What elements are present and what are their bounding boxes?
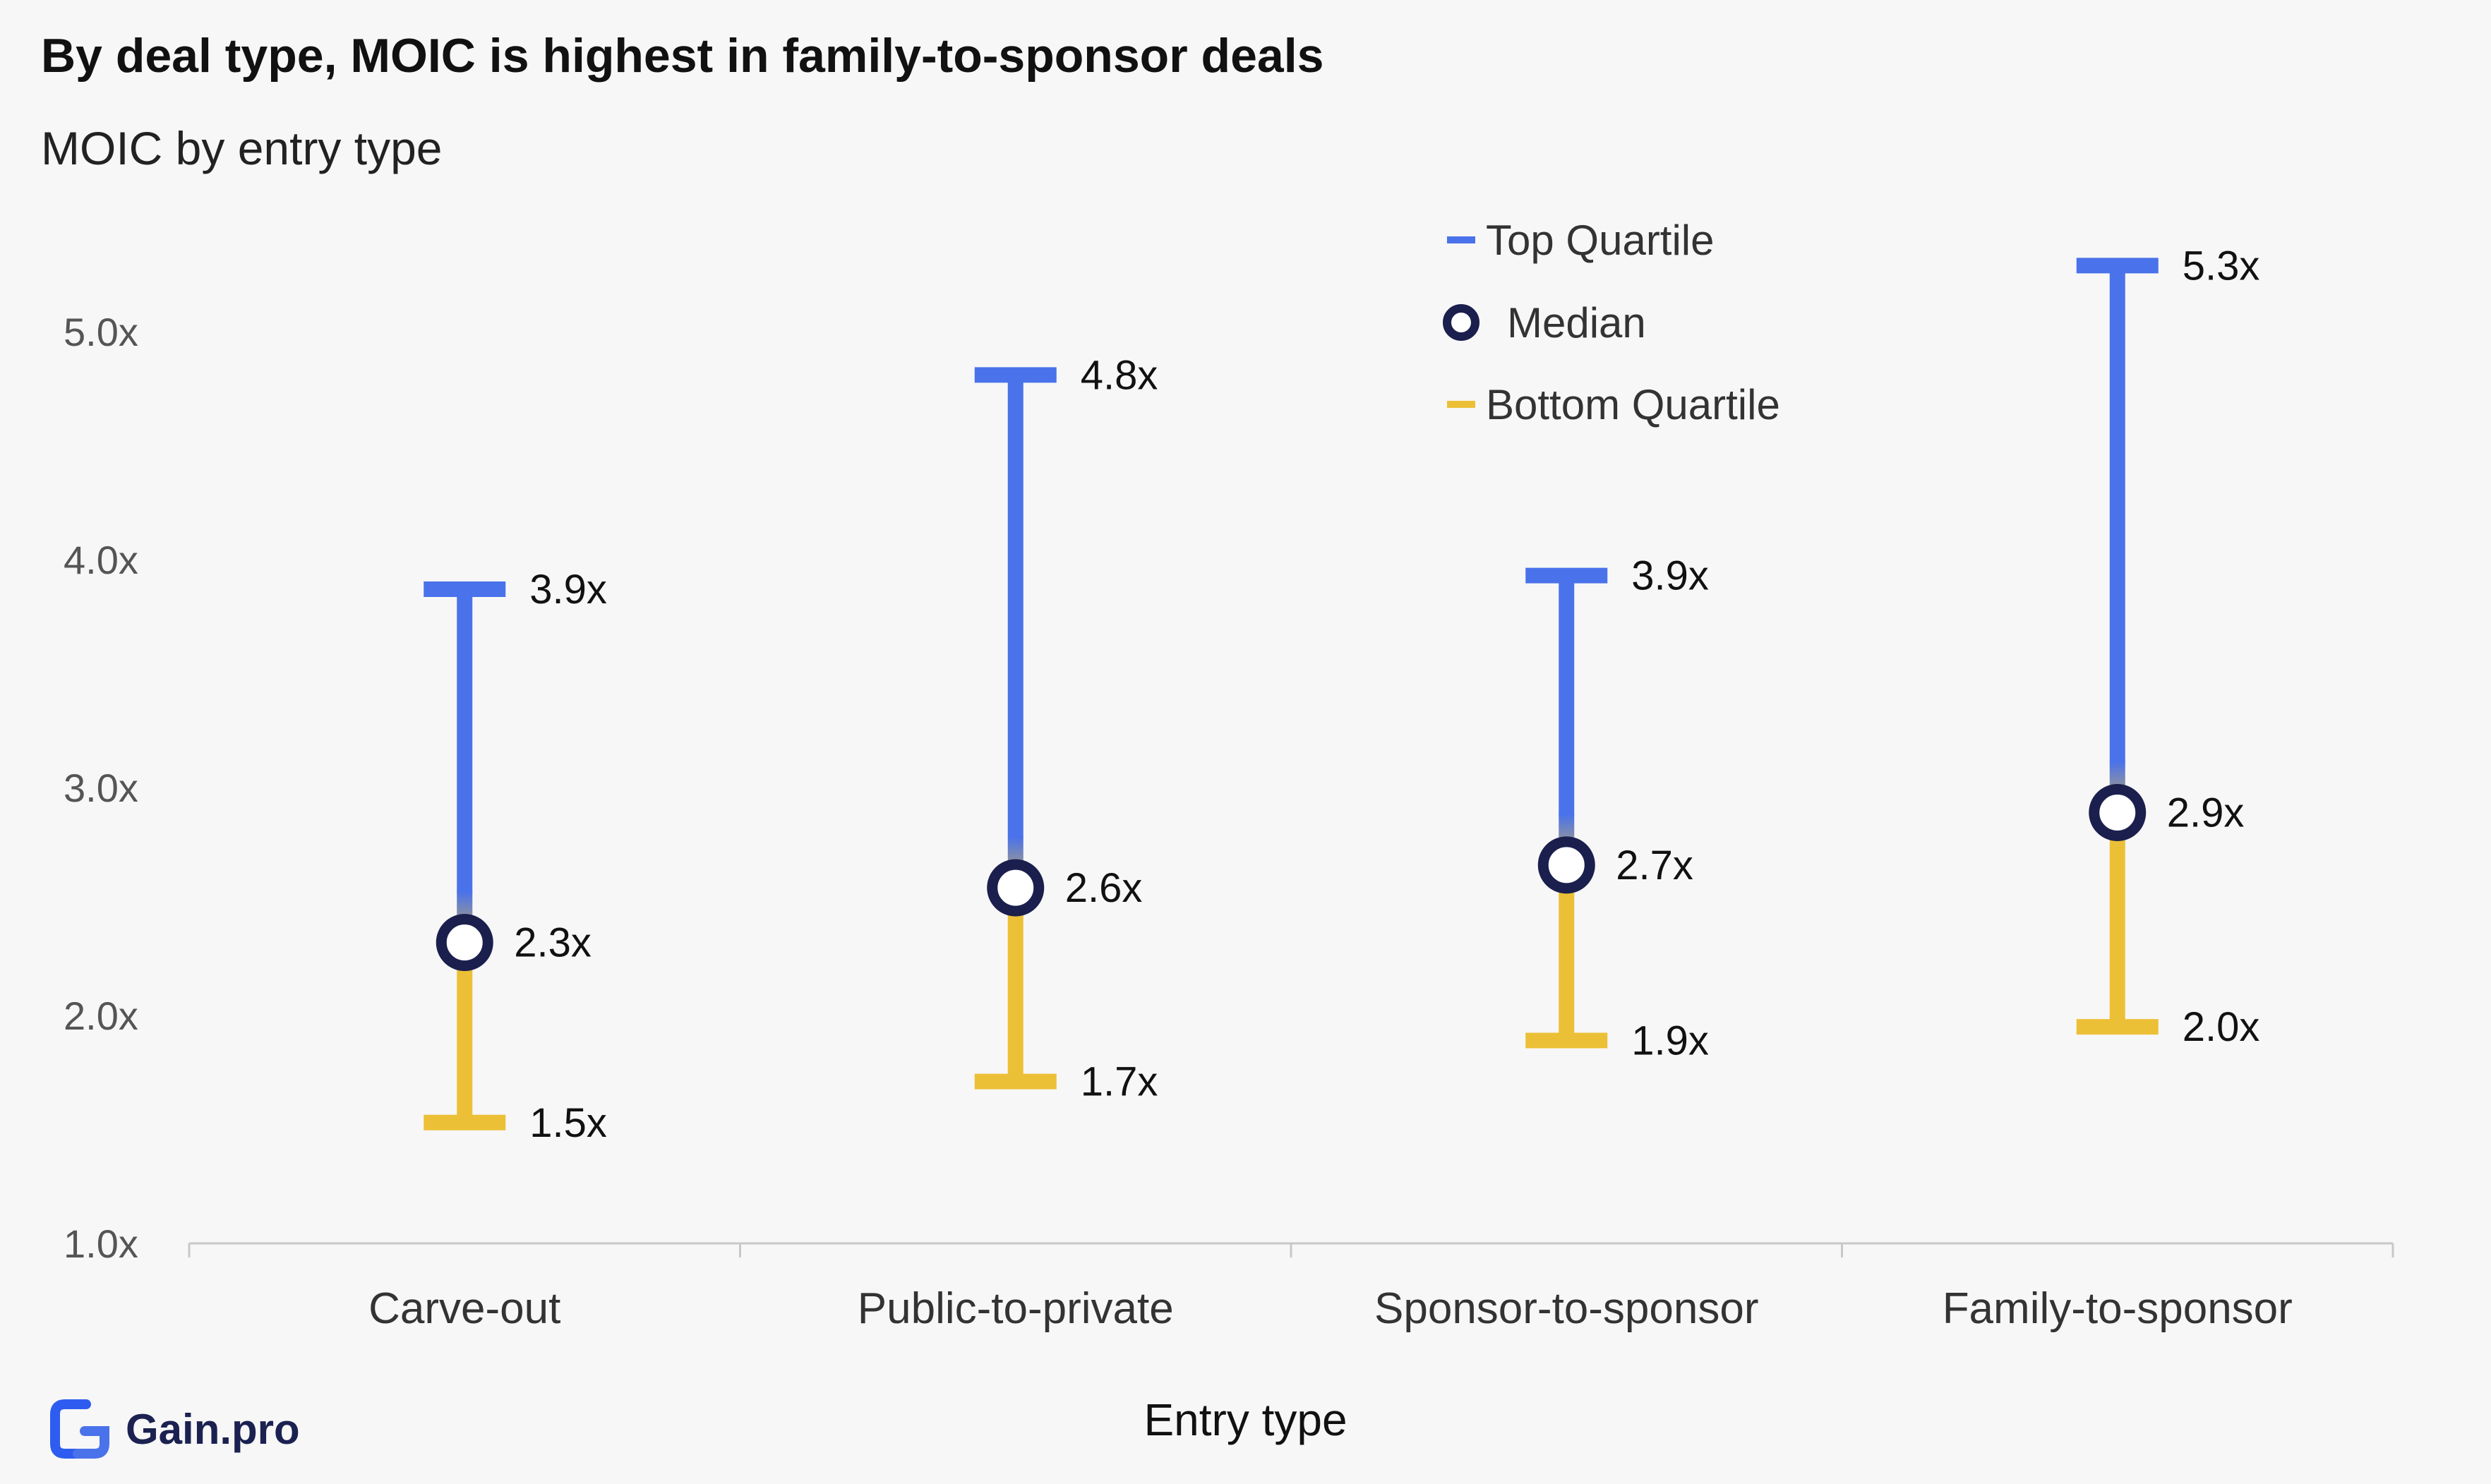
brand-name: Gain.pro <box>126 1405 300 1453</box>
y-tick-label: 5.0x <box>64 310 138 354</box>
range-layer: 3.9x 2.3x 1.5x 4.8x 2.6x 1.7x 3.9x 2.7x 1.9x 5.3x… <box>424 243 2260 1146</box>
median-label: 2.3x <box>514 920 592 966</box>
median-label: 2.9x <box>2167 790 2245 836</box>
x-category-label: Sponsor-to-sponsor <box>1374 1284 1759 1333</box>
gain-logo-icon <box>50 1399 109 1459</box>
y-tick-label: 2.0x <box>64 994 138 1038</box>
bottom-quartile-label: 1.5x <box>529 1100 607 1146</box>
median-marker <box>1537 836 1595 894</box>
median-marker <box>987 859 1045 917</box>
top-quartile-label: 3.9x <box>1631 553 1709 599</box>
top-quartile-label: 5.3x <box>2183 243 2260 289</box>
median-label: 2.6x <box>1065 865 1143 911</box>
y-tick-label: 4.0x <box>64 538 138 582</box>
bottom-quartile-label: 2.0x <box>2183 1004 2260 1050</box>
legend-median-swatch <box>1443 304 1479 341</box>
top-quartile-label: 4.8x <box>1081 352 1158 398</box>
bottom-quartile-label: 1.7x <box>1081 1059 1158 1105</box>
median-marker <box>436 914 493 972</box>
x-category-label: Public-to-private <box>858 1284 1174 1333</box>
range-group: 4.8x 2.6x 1.7x <box>974 352 1158 1105</box>
range-group: 3.9x 2.7x 1.9x <box>1525 553 1709 1064</box>
y-tick-label: 1.0x <box>64 1221 138 1266</box>
median-label: 2.7x <box>1616 843 1693 888</box>
legend: Top Quartile Median Bottom Quartile <box>1443 217 1780 428</box>
range-group: 5.3x 2.9x 2.0x <box>2076 243 2260 1050</box>
legend-median-label: Median <box>1507 299 1646 346</box>
axis-layer: 1.0x 2.0x 3.0x 4.0x 5.0x Carve-out Public-to-p… <box>64 310 2394 1333</box>
x-axis-title: Entry type <box>1144 1394 1347 1445</box>
legend-top-label: Top Quartile <box>1486 217 1715 264</box>
chart-subtitle: MOIC by entry type <box>41 122 443 174</box>
median-marker <box>2089 784 2147 842</box>
top-quartile-label: 3.9x <box>529 567 607 613</box>
legend-bottom-label: Bottom Quartile <box>1486 381 1780 428</box>
brand-logo: Gain.pro <box>49 1399 300 1459</box>
x-category-label: Family-to-sponsor <box>1943 1284 2293 1333</box>
range-group: 3.9x 2.3x 1.5x <box>424 567 607 1146</box>
bottom-quartile-label: 1.9x <box>1631 1018 1709 1064</box>
x-category-label: Carve-out <box>368 1284 560 1333</box>
chart-title: By deal type, MOIC is highest in family-… <box>41 29 1324 83</box>
y-tick-label: 3.0x <box>64 766 138 810</box>
